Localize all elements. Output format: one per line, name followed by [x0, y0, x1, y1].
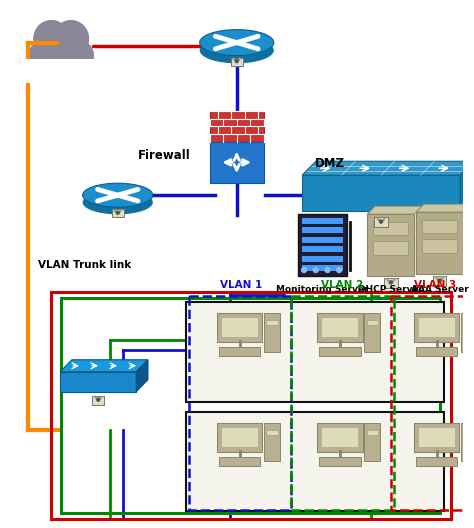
Circle shape: [380, 220, 383, 223]
Polygon shape: [460, 161, 474, 211]
Circle shape: [389, 281, 392, 284]
FancyBboxPatch shape: [210, 142, 264, 183]
FancyBboxPatch shape: [264, 314, 280, 352]
Polygon shape: [416, 204, 471, 212]
Circle shape: [44, 35, 79, 71]
FancyBboxPatch shape: [302, 256, 343, 262]
FancyBboxPatch shape: [367, 214, 414, 276]
FancyBboxPatch shape: [374, 217, 388, 227]
Ellipse shape: [200, 30, 274, 55]
FancyBboxPatch shape: [302, 218, 343, 224]
FancyBboxPatch shape: [414, 313, 459, 342]
Polygon shape: [136, 360, 148, 392]
Polygon shape: [367, 206, 375, 276]
Text: VLAN 2: VLAN 2: [321, 280, 363, 290]
FancyBboxPatch shape: [92, 395, 104, 404]
FancyBboxPatch shape: [414, 422, 459, 451]
Circle shape: [64, 41, 93, 71]
FancyBboxPatch shape: [266, 430, 278, 435]
FancyBboxPatch shape: [464, 320, 474, 325]
Ellipse shape: [230, 40, 243, 45]
FancyBboxPatch shape: [374, 222, 409, 235]
FancyBboxPatch shape: [112, 209, 124, 217]
Circle shape: [313, 268, 318, 272]
Text: DMZ: DMZ: [315, 157, 345, 170]
Polygon shape: [60, 360, 148, 372]
FancyBboxPatch shape: [231, 58, 243, 65]
Text: VLAN 3: VLAN 3: [414, 280, 456, 290]
FancyBboxPatch shape: [219, 347, 260, 356]
FancyBboxPatch shape: [365, 314, 381, 352]
FancyBboxPatch shape: [302, 247, 343, 252]
Ellipse shape: [82, 191, 153, 214]
Text: VLAN 1: VLAN 1: [219, 280, 262, 290]
FancyBboxPatch shape: [419, 428, 455, 447]
FancyBboxPatch shape: [319, 457, 361, 466]
FancyBboxPatch shape: [416, 347, 457, 356]
Circle shape: [325, 268, 330, 272]
Text: VLAN Trunk link: VLAN Trunk link: [38, 260, 131, 270]
Circle shape: [337, 268, 342, 272]
Circle shape: [438, 279, 441, 282]
Polygon shape: [302, 161, 474, 175]
Polygon shape: [60, 372, 136, 392]
Circle shape: [34, 21, 69, 56]
FancyBboxPatch shape: [416, 212, 463, 274]
Circle shape: [54, 21, 89, 56]
FancyBboxPatch shape: [416, 457, 457, 466]
FancyBboxPatch shape: [422, 220, 457, 233]
FancyBboxPatch shape: [318, 422, 363, 451]
Text: Firewall: Firewall: [138, 149, 191, 162]
FancyBboxPatch shape: [298, 214, 347, 276]
Circle shape: [29, 41, 58, 71]
FancyBboxPatch shape: [384, 278, 398, 288]
FancyBboxPatch shape: [302, 266, 343, 271]
Ellipse shape: [200, 37, 274, 63]
FancyBboxPatch shape: [222, 428, 257, 447]
FancyBboxPatch shape: [464, 430, 474, 435]
FancyBboxPatch shape: [186, 412, 445, 511]
FancyBboxPatch shape: [367, 320, 378, 325]
FancyBboxPatch shape: [210, 111, 264, 142]
FancyBboxPatch shape: [217, 313, 263, 342]
FancyBboxPatch shape: [219, 457, 260, 466]
FancyBboxPatch shape: [433, 276, 447, 286]
FancyBboxPatch shape: [322, 428, 358, 447]
Circle shape: [116, 211, 119, 214]
Circle shape: [301, 268, 307, 272]
Text: AAA Server: AAA Server: [411, 285, 468, 294]
FancyBboxPatch shape: [419, 318, 455, 337]
Polygon shape: [302, 175, 460, 211]
FancyBboxPatch shape: [422, 239, 457, 253]
Ellipse shape: [82, 183, 153, 207]
FancyBboxPatch shape: [217, 422, 263, 451]
FancyBboxPatch shape: [302, 228, 343, 233]
FancyBboxPatch shape: [461, 423, 474, 461]
FancyBboxPatch shape: [302, 237, 343, 243]
FancyBboxPatch shape: [318, 313, 363, 342]
Circle shape: [97, 398, 100, 401]
FancyBboxPatch shape: [461, 314, 474, 352]
Text: Monitoring Server: Monitoring Server: [276, 285, 369, 294]
FancyBboxPatch shape: [264, 423, 280, 461]
Polygon shape: [416, 204, 424, 274]
FancyBboxPatch shape: [319, 347, 361, 356]
FancyBboxPatch shape: [186, 302, 445, 402]
FancyBboxPatch shape: [374, 241, 409, 255]
Polygon shape: [367, 206, 422, 214]
Ellipse shape: [111, 193, 124, 197]
FancyBboxPatch shape: [322, 318, 358, 337]
Circle shape: [40, 29, 82, 72]
FancyBboxPatch shape: [367, 430, 378, 435]
FancyBboxPatch shape: [266, 320, 278, 325]
FancyBboxPatch shape: [222, 318, 257, 337]
FancyBboxPatch shape: [365, 423, 381, 461]
FancyBboxPatch shape: [22, 59, 100, 83]
Circle shape: [235, 60, 238, 63]
Text: DHCP Server: DHCP Server: [358, 285, 423, 294]
